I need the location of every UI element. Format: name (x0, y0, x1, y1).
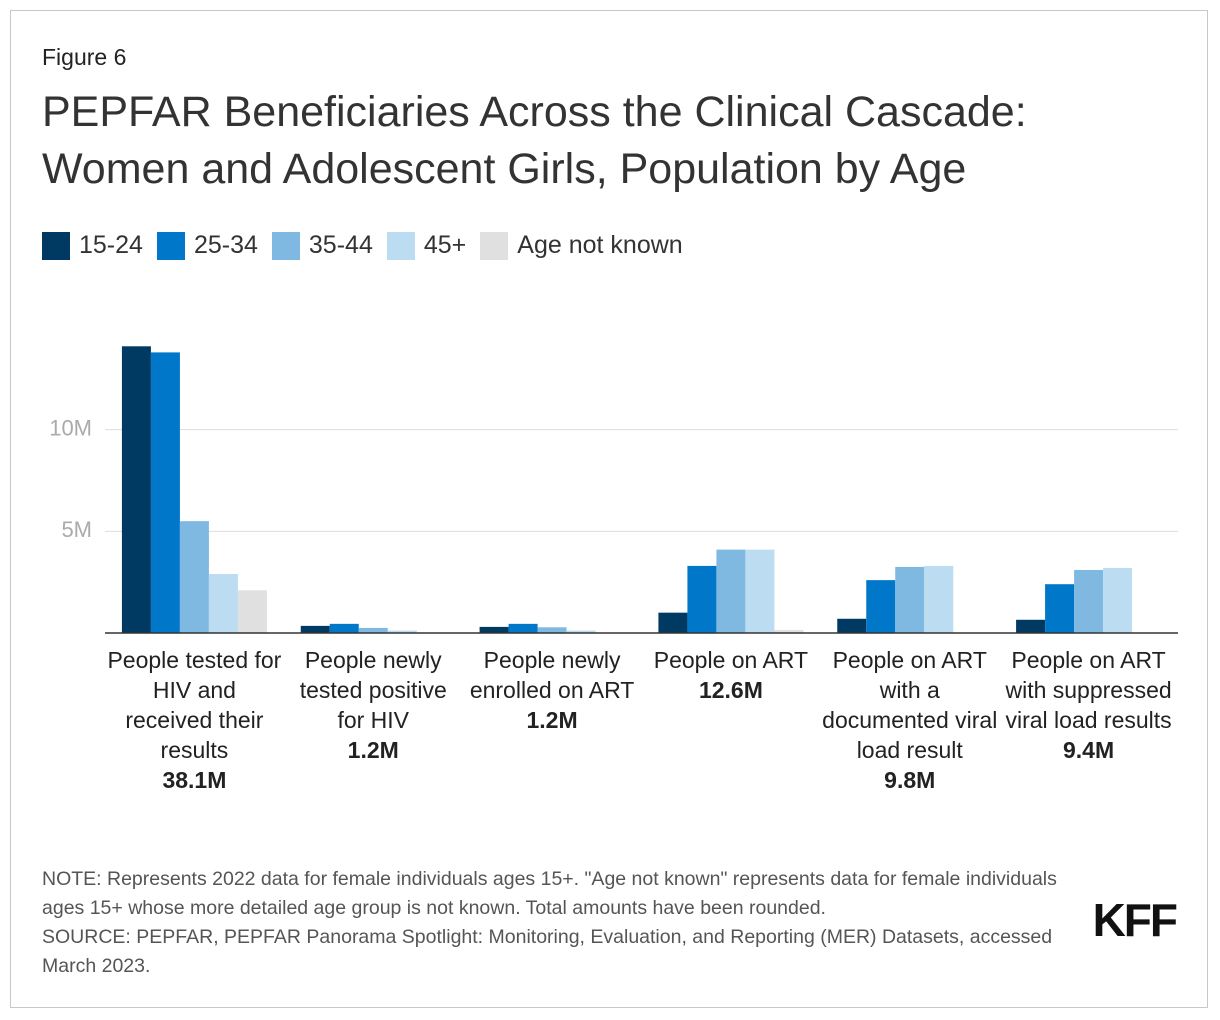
bar (387, 630, 417, 633)
bar (1074, 569, 1104, 633)
bar (358, 627, 388, 633)
y-tick-label: 10M (49, 415, 92, 440)
legend-item: 25-34 (156, 231, 258, 260)
bar (121, 346, 151, 633)
figure-label: Figure 6 (42, 44, 127, 70)
bar (179, 521, 209, 633)
bar (745, 549, 775, 633)
legend-item: Age not known (480, 231, 683, 260)
legend-swatch (156, 231, 185, 260)
y-tick-label: 5M (61, 517, 92, 542)
bar (208, 574, 238, 633)
category-name: People on ART (653, 647, 809, 673)
bar (508, 623, 538, 633)
total-label: 1.2M (526, 707, 578, 733)
x-tick-label: People on ART with suppressed viral load… (1001, 645, 1177, 765)
bar (1016, 619, 1046, 633)
bar (774, 629, 804, 633)
legend-swatch (480, 231, 509, 260)
total-label: 12.6M (698, 677, 763, 703)
category-name: People newly enrolled on ART (469, 647, 635, 703)
frame (10, 10, 1208, 1008)
bar (1103, 567, 1133, 633)
total-label: 1.2M (347, 737, 399, 763)
bar (566, 630, 596, 633)
bar (658, 612, 688, 633)
legend: 15-24 25-34 35-44 45+ Age not known (42, 231, 683, 260)
bar (687, 565, 717, 633)
total-label: 38.1M (162, 767, 227, 793)
bar (150, 352, 180, 633)
legend-label: 45+ (423, 231, 467, 259)
bar (716, 549, 746, 633)
legend-label: 35-44 (308, 231, 373, 259)
bar (866, 580, 896, 633)
legend-item: 45+ (386, 231, 467, 260)
x-tick-label: People on ART 12.6M (643, 645, 819, 705)
x-tick-label: People tested for HIV and received their… (106, 645, 282, 795)
legend-swatch (386, 231, 415, 260)
legend-label: 25-34 (193, 231, 258, 259)
bar (300, 625, 330, 633)
category-name: People on ART with a documented viral lo… (822, 647, 998, 763)
legend-item: 15-24 (42, 231, 143, 260)
legend-label: 15-24 (79, 231, 143, 259)
x-tick-label: People newly tested positive for HIV 1.2M (285, 645, 461, 765)
legend-swatch (42, 231, 70, 260)
bar (837, 618, 867, 633)
category-name: People on ART with suppressed viral load… (1005, 647, 1172, 733)
legend-label: Age not known (517, 231, 683, 259)
bar (924, 565, 954, 633)
chart-title: PEPFAR Beneficiaries Across the Clinical… (42, 88, 1027, 193)
category-name: People newly tested positive for HIV (299, 647, 447, 733)
bar (479, 626, 509, 633)
bar (895, 566, 925, 633)
category-name: People tested for HIV and received their… (107, 647, 282, 763)
note: NOTE: Represents 2022 data for female in… (42, 868, 1057, 919)
legend-swatch (271, 231, 300, 260)
total-label: 9.8M (884, 767, 936, 793)
total-label: 9.4M (1063, 737, 1115, 763)
x-tick-label: People newly enrolled on ART 1.2M (464, 645, 640, 735)
bar (537, 627, 567, 633)
bar (329, 623, 359, 633)
logo: KFF (1092, 894, 1178, 946)
legend-item: 35-44 (271, 231, 373, 260)
bar (1045, 584, 1075, 633)
bar (237, 590, 267, 633)
x-tick-label: People on ART with a documented viral lo… (822, 645, 998, 795)
source: SOURCE: PEPFAR, PEPFAR Panorama Spotligh… (42, 926, 1053, 977)
